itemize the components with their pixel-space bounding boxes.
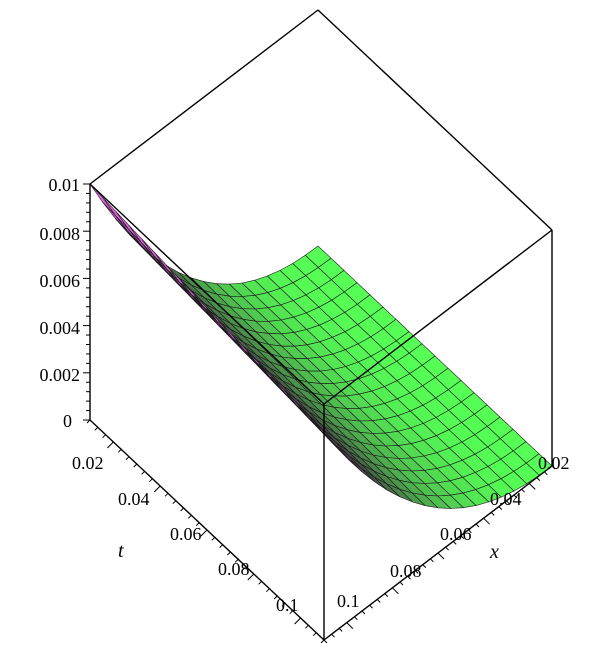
t-axis-label: t [118, 540, 124, 562]
x-tick-labels: 0.02 0.04 0.06 0.08 0.1 x [337, 453, 570, 611]
t-tick [281, 602, 286, 607]
box-edge [317, 9, 553, 231]
t-tick [312, 632, 317, 637]
t-tick-label: 0.1 [276, 595, 299, 615]
t-tick [219, 544, 223, 549]
t-tick [141, 470, 145, 475]
t-tick [227, 551, 231, 556]
x-axis-label: x [489, 541, 499, 563]
t-tick-label: 0.06 [170, 524, 202, 544]
x-tick [346, 622, 354, 629]
box-edge [323, 229, 553, 405]
t-tick [164, 492, 169, 497]
t-tick-label: 0.04 [118, 489, 150, 509]
x-tick [437, 552, 445, 560]
t-tick [133, 463, 138, 468]
x-tick [521, 488, 525, 493]
x-tick [506, 500, 510, 505]
surface-patch [102, 197, 129, 230]
t-tick [172, 500, 177, 505]
t-tick [247, 573, 255, 581]
box-edge [89, 183, 325, 405]
t-tick [94, 426, 99, 431]
t-tick [153, 485, 161, 493]
t-tick-label: 0.02 [72, 453, 104, 473]
t-tick [294, 617, 301, 625]
z-tick-label: 0.01 [49, 175, 81, 195]
x-tick [445, 546, 449, 551]
x-tick [483, 517, 490, 525]
t-tick [266, 588, 270, 593]
x-tick [323, 639, 328, 644]
z-tick-label: 0 [63, 411, 72, 431]
t-tick [149, 478, 153, 483]
t-tick [188, 514, 192, 519]
x-tick [369, 604, 373, 609]
x-tick [422, 564, 427, 568]
z-tick-label: 0.006 [40, 271, 81, 291]
x-tick [475, 523, 480, 528]
x-tick-label: 0.06 [440, 524, 472, 544]
t-tick [195, 522, 200, 527]
x-tick [430, 558, 434, 563]
t-tick [211, 536, 216, 541]
x-tick [384, 593, 389, 597]
axis-ticks [83, 183, 556, 644]
x-tick [361, 610, 366, 615]
t-tick [200, 529, 208, 537]
x-tick [331, 633, 335, 638]
t-tick-label: 0.08 [218, 559, 250, 579]
surface-patch [115, 211, 142, 244]
t-tick [242, 566, 247, 571]
x-tick-label: 0.02 [538, 453, 570, 473]
t-tick [305, 624, 309, 629]
surface [89, 183, 553, 509]
box-edge [89, 9, 319, 185]
z-tick-label: 0.002 [40, 365, 81, 385]
t-tick [289, 610, 294, 615]
x-tick [544, 471, 548, 476]
t-tick [102, 434, 106, 439]
x-tick [460, 535, 465, 539]
x-tick [399, 581, 404, 586]
x-tick [551, 465, 556, 470]
x-tick [414, 570, 419, 574]
t-tick [320, 639, 325, 644]
t-tick [107, 441, 114, 449]
x-tick [376, 599, 381, 603]
x-tick [338, 628, 343, 632]
x-tick [468, 529, 472, 534]
x-tick [354, 616, 358, 621]
t-tick [125, 456, 130, 461]
z-tick-labels: 0.01 0.008 0.006 0.004 0.002 0 [40, 175, 81, 431]
x-tick-label: 0.04 [490, 489, 522, 509]
x-tick [536, 477, 541, 481]
x-tick [498, 506, 503, 510]
x-tick [407, 575, 411, 580]
x-tick [528, 483, 536, 490]
t-tick [258, 580, 262, 585]
x-tick [452, 541, 457, 545]
x-tick [490, 512, 495, 516]
t-tick [117, 448, 122, 453]
t-tick [234, 558, 239, 563]
x-tick [392, 587, 399, 595]
surface-patch [89, 183, 116, 217]
t-tick-labels: 0.02 0.04 0.06 0.08 0.1 t [72, 453, 299, 615]
t-tick [273, 595, 278, 600]
x-tick-label: 0.08 [390, 561, 422, 581]
t-tick [86, 419, 91, 424]
t-tick [180, 507, 184, 512]
surface-patch [424, 494, 452, 509]
x-tick [513, 494, 518, 499]
z-tick-label: 0.008 [40, 224, 81, 244]
z-tick-label: 0.004 [40, 318, 81, 338]
x-tick-label: 0.1 [337, 591, 360, 611]
